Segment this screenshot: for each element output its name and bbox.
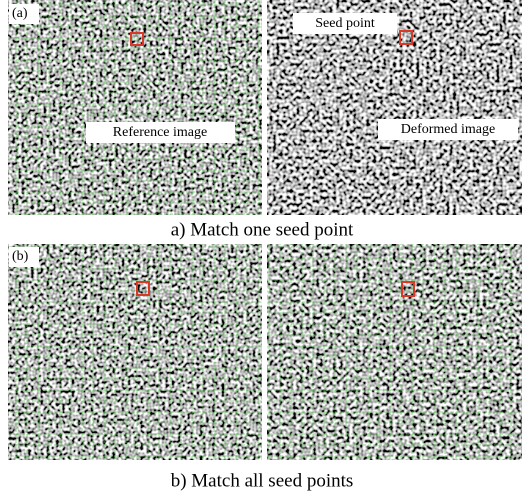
caption: b) Match all seed points [171,470,354,491]
seed-label: Seed point [315,16,375,31]
caption: a) Match one seed point [171,219,354,240]
seed-grid [8,244,262,460]
panel-b: (b) b) Match all seed points [8,244,522,491]
panel-label: (b) [12,249,29,264]
panel-label: (a) [12,6,28,21]
deformed-label: Deformed image [401,122,495,137]
panel-a: (a) Seed point Reference image Deformed … [8,0,522,240]
figure: (a) Seed point Reference image Deformed … [0,0,523,496]
seed-grid [267,244,522,460]
reference-label: Reference image [113,125,207,140]
